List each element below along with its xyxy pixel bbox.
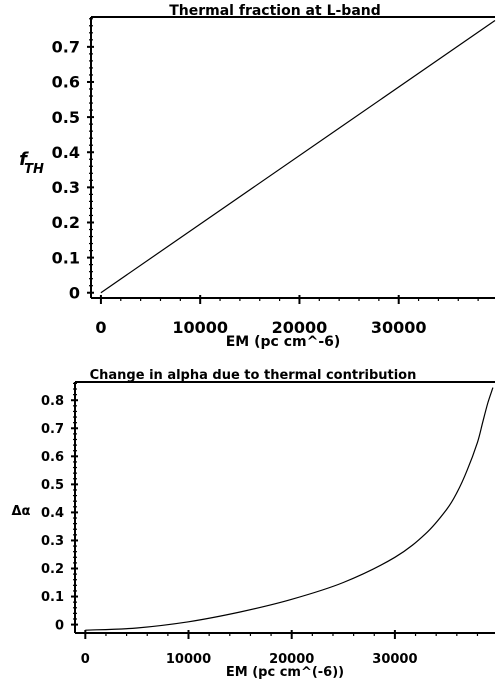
- y-tick-label: 0.7: [41, 422, 64, 437]
- y-axis-label: Δα: [12, 504, 31, 519]
- y-tick-label: 0.4: [52, 143, 80, 162]
- x-tick-label: 10000: [166, 652, 211, 667]
- y-tick-label: 0.3: [52, 178, 80, 197]
- y-tick-label: 0.2: [52, 213, 80, 232]
- x-tick-label: 30000: [372, 652, 417, 667]
- x-tick-label: 10000: [172, 318, 228, 337]
- chart-title: Change in alpha due to thermal contribut…: [90, 368, 417, 383]
- x-tick-label: 0: [81, 652, 90, 667]
- y-tick-label: 0.6: [41, 450, 64, 465]
- y-tick-label: 0.3: [41, 534, 64, 549]
- x-tick-label: 30000: [371, 318, 427, 337]
- x-tick-label: 20000: [269, 652, 314, 667]
- thermal-fraction-chart: Thermal fraction at L-band EM (pc cm^-6)…: [19, 3, 496, 350]
- y-tick-label: 0.4: [41, 506, 64, 521]
- y-tick-label: 0.7: [52, 38, 80, 57]
- x-tick-label: 20000: [272, 318, 328, 337]
- series-line: [100, 20, 496, 294]
- chart-title: Thermal fraction at L-band: [169, 3, 381, 19]
- series-line: [85, 387, 494, 631]
- x-tick-label: 0: [95, 318, 106, 337]
- y-tick-label: 0.5: [52, 108, 80, 127]
- y-tick-label: 0.8: [41, 394, 64, 409]
- y-tick-label: 0: [55, 618, 64, 633]
- x-axis-label: EM (pc cm^(-6)): [226, 665, 344, 680]
- y-axis-label-subscript: TH: [24, 162, 44, 177]
- y-axis-label: f: [19, 149, 29, 170]
- y-tick-label: 0.1: [52, 248, 80, 267]
- alpha-change-chart: Change in alpha due to thermal contribut…: [12, 368, 495, 680]
- y-tick-label: 0: [69, 283, 80, 302]
- x-axis-label: EM (pc cm^-6): [226, 334, 341, 350]
- y-tick-label: 0.1: [41, 590, 64, 605]
- y-tick-label: 0.6: [52, 73, 80, 92]
- y-tick-label: 0.2: [41, 562, 64, 577]
- y-tick-label: 0.5: [41, 478, 64, 493]
